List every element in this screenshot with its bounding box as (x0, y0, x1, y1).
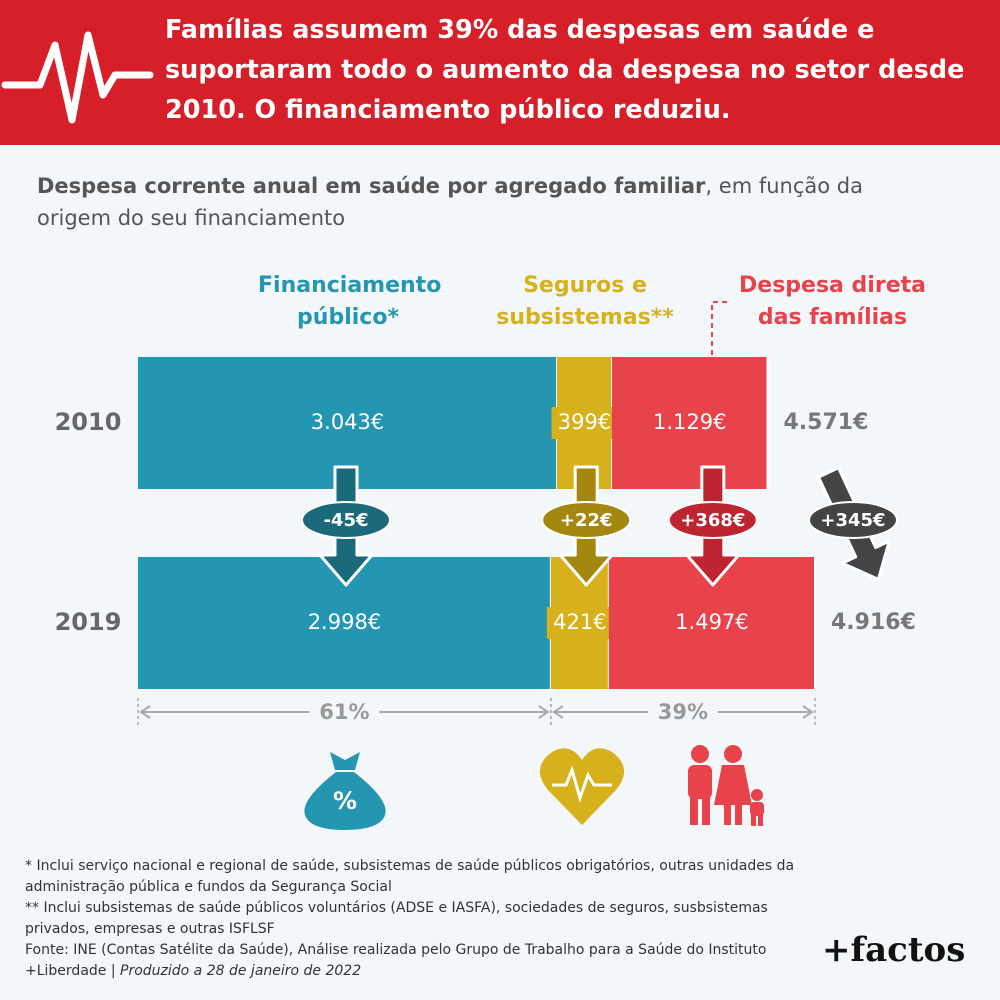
value-label: 1.129€ (653, 410, 726, 434)
footnote: ** Inclui subsistemas de saúde públicos … (25, 900, 768, 937)
change-label: +368€ (680, 510, 745, 531)
footnote: * Inclui serviço nacional e regional de … (25, 858, 795, 895)
bracket-head (538, 705, 550, 719)
bracket-head (802, 705, 814, 719)
money-bag-icon: % (304, 752, 386, 830)
legend-label: Seguros e subsistemas** (496, 273, 674, 330)
family-icon (688, 745, 764, 826)
subtitle-bold: Despesa corrente anual em saúde por agre… (37, 174, 706, 198)
change-badge: +368€ (667, 501, 758, 539)
source: Fonte: INE (Contas Satélite da Saúde), A… (25, 940, 805, 982)
legend-label: Financiamento público* (258, 273, 442, 330)
change-badge: -45€ (300, 501, 391, 539)
change-label: -45€ (323, 510, 368, 531)
share-label: 61% (319, 700, 369, 724)
bracket-head (552, 705, 564, 719)
change-label: +22€ (560, 510, 613, 531)
bracket-head (139, 705, 151, 719)
share-label: 39% (658, 700, 708, 724)
value-label: 3.043€ (311, 410, 384, 434)
leader-line (711, 301, 730, 355)
heart-icon (539, 748, 625, 825)
change-badge: +345€ (808, 501, 898, 539)
change-oval (808, 501, 898, 539)
value-label: 421€ (553, 610, 606, 634)
produced-date: Produzido a 28 de janeiro de 2022 (120, 963, 362, 979)
y-tick-label: 2019 (55, 608, 122, 636)
label-bg (546, 607, 613, 639)
change-badge: +22€ (541, 501, 632, 539)
change-oval (300, 501, 391, 539)
title: Famílias assumem 39% das despesas em saú… (165, 15, 965, 125)
value-label: 399€ (558, 410, 611, 434)
logo: +factos (822, 930, 966, 970)
value-label: 1.497€ (675, 610, 748, 634)
share-bg (647, 698, 718, 726)
total-label: 4.571€ (783, 410, 868, 435)
svg-text:%: % (333, 787, 357, 815)
bar (612, 357, 768, 489)
change-oval (667, 501, 758, 539)
change-oval (541, 501, 632, 539)
share-bg (309, 698, 380, 726)
label-bg (551, 407, 618, 439)
change-label: +345€ (820, 510, 885, 531)
subtitle-rest: , em função da origem do seu financiamen… (37, 174, 863, 230)
total-label: 4.916€ (831, 610, 916, 635)
footnotes: * Inclui serviço nacional e regional de … (25, 856, 805, 982)
header: Famílias assumem 39% das despesas em saú… (0, 0, 1000, 145)
source-text: Fonte: INE (Contas Satélite da Saúde), A… (25, 942, 767, 979)
heartbeat-icon (1, 31, 154, 124)
y-tick-label: 2010 (55, 408, 122, 436)
subtitle: Despesa corrente anual em saúde por agre… (37, 170, 937, 234)
legend-label: Despesa direta das famílias (739, 273, 926, 330)
value-label: 2.998€ (308, 610, 381, 634)
